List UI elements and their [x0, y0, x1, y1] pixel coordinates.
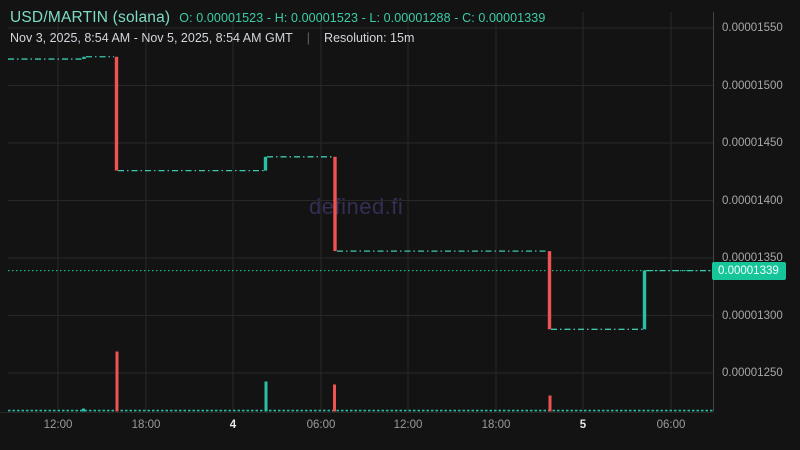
chart-header: USD/MARTIN (solana) O: 0.00001523 - H: 0… [10, 9, 545, 45]
candle-down [547, 251, 552, 330]
x-axis-time-label: 18:00 [131, 419, 161, 431]
last-price-badge: 0.00001339 [712, 261, 786, 280]
ohlc-values: O: 0.00001523 - H: 0.00001523 - L: 0.000… [179, 11, 546, 25]
y-axis-label: 0.00001500 [722, 79, 783, 92]
volume-bar [548, 395, 552, 412]
x-axis-day-label: 4 [229, 419, 237, 431]
defined-fi-watermark: defined.fi [309, 194, 404, 219]
candle-down [333, 156, 337, 252]
pair-title: USD/MARTIN (solana) [10, 9, 171, 26]
volume-bar [115, 351, 119, 412]
resolution-label: Resolution: 15m [324, 31, 415, 45]
volume-bar [82, 408, 85, 412]
candle-down [114, 56, 119, 171]
y-axis-label: 0.00001350 [722, 252, 783, 264]
header-separator: | [306, 31, 311, 45]
x-axis-time-label: 06:00 [306, 419, 336, 431]
y-axis-label: 0.00001550 [722, 22, 783, 34]
y-axis-label: 0.00001250 [722, 367, 783, 379]
volume-bar [264, 381, 268, 412]
volume-bar [333, 384, 336, 412]
x-axis-time-label: 06:00 [656, 419, 686, 431]
x-axis-time-label: 12:00 [393, 419, 423, 431]
y-axis-label: 0.00001300 [722, 309, 783, 322]
y-axis-label: 0.00001450 [722, 137, 783, 149]
x-axis-day-label: 5 [579, 419, 587, 431]
date-range: Nov 3, 2025, 8:54 AM - Nov 5, 2025, 8:54… [10, 31, 293, 45]
candle-up [642, 270, 647, 330]
candle-up [263, 156, 268, 171]
x-axis-time-label: 18:00 [481, 419, 511, 431]
x-axis-time-label: 12:00 [43, 419, 73, 431]
y-axis-label: 0.00001400 [722, 194, 783, 207]
candle-up [82, 56, 86, 60]
